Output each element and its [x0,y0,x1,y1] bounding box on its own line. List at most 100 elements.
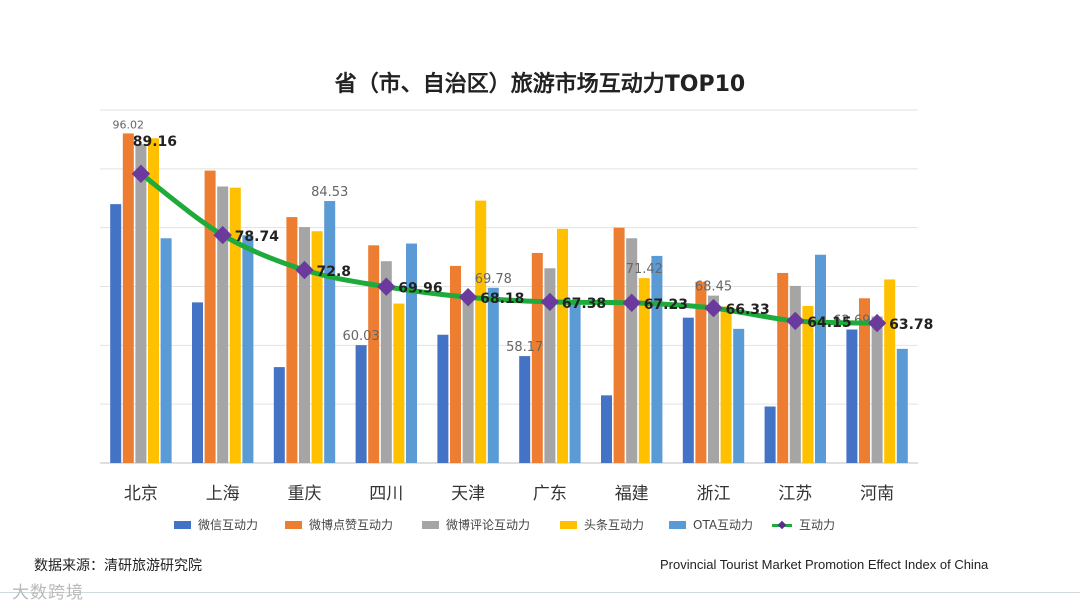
bar-weibo_comment-1 [217,186,229,463]
bar-toutiao-2 [311,231,323,463]
total-marker [540,292,560,312]
bar-toutiao-5 [557,228,568,463]
total-value-label: 64.15 [807,315,851,331]
legend-swatch-weibo-like [285,520,302,529]
legend-swatch-total [772,521,792,529]
data-source-note: 数据来源：清研旅游研究院 [34,558,202,574]
legend-item-ota[interactable]: OTA互动力 [669,516,753,533]
legend-item-wechat[interactable]: 微信互动力 [174,516,258,533]
bar-weibo_like-2 [286,217,298,463]
bar-weibo_like-0 [122,133,134,464]
bar-value-label: 60.03 [342,329,379,344]
legend-swatch-toutiao [560,520,577,529]
x-tick-label: 上海 [206,484,240,504]
x-tick-label: 天津 [451,484,485,504]
bar-wechat-6 [601,395,612,463]
bar-wechat-1 [192,302,203,463]
bar-weibo_like-3 [368,245,380,463]
bar-wechat-5 [519,356,531,463]
total-value-label: 72.8 [317,264,352,280]
bar-weibo_like-7 [695,281,707,463]
bar-wechat-4 [437,334,449,463]
bar-weibo_like-5 [531,252,543,463]
bar-weibo_comment-9 [871,316,883,463]
bar-value-label: 69.78 [475,272,512,287]
total-value-label: 69.96 [398,281,442,297]
bar-weibo_like-6 [613,227,625,463]
x-tick-label: 四川 [369,484,403,504]
bar-wechat-3 [355,345,367,463]
bar-weibo_like-1 [204,170,216,463]
legend-label-toutiao: 头条互动力 [584,518,645,532]
bar-ota-5 [569,301,581,463]
x-tick-label: 江苏 [778,484,812,504]
bar-toutiao-4 [475,200,487,463]
legend-item-weibo-comment[interactable]: 微博评论互动力 [422,516,530,533]
total-value-label: 67.38 [562,296,606,312]
bar-weibo_comment-7 [708,295,719,463]
bottom-divider [0,592,1080,593]
x-tick-label: 福建 [615,484,649,504]
bar-toutiao-1 [229,187,241,463]
english-caption: Provincial Tourist Market Promotion Effe… [660,557,989,572]
bar-value-label: 71.42 [626,262,663,277]
total-line [138,171,880,326]
total-marker [377,277,396,296]
bar-wechat-8 [764,406,776,463]
total-marker [213,225,232,245]
legend-item-weibo-like[interactable]: 微博点赞互动力 [285,516,393,533]
bar-ota-0 [160,238,172,463]
legend-item-total[interactable]: 互动力 [772,516,835,533]
x-tick-label: 北京 [124,484,158,504]
total-marker [786,311,805,331]
bar-toutiao-8 [802,305,814,463]
x-tick-label: 广东 [533,484,567,504]
bar-weibo_comment-8 [789,285,801,463]
legend-label-weibo-like: 微博点赞互动力 [309,518,394,532]
bar-value-label: 96.02 [113,118,145,131]
legend-label-total: 互动力 [799,518,836,532]
bar-toutiao-3 [393,303,405,463]
bar-ota-1 [242,235,254,463]
total-value-label: 66.33 [726,302,770,318]
legend-swatch-ota [669,520,686,529]
bar-weibo_comment-0 [135,144,147,463]
bar-weibo_comment-2 [299,227,310,463]
legend-item-toutiao[interactable]: 头条互动力 [560,516,644,533]
legend-label-weibo-comment: 微博评论互动力 [446,518,531,532]
x-tick-label: 浙江 [697,484,731,504]
bar-weibo_comment-3 [380,261,392,463]
bar-wechat-2 [273,367,285,463]
legend-swatch-wechat [174,520,191,529]
bar-weibo_like-9 [859,298,870,463]
bar-wechat-9 [846,329,858,463]
x-tick-label: 河南 [860,484,894,504]
bar-value-label: 58.17 [506,340,543,355]
bar-weibo_like-8 [777,272,789,463]
bar-wechat-7 [682,317,694,463]
bar-toutiao-0 [148,138,159,464]
bar-value-label: 84.53 [311,185,348,200]
total-marker [131,164,151,183]
total-value-label: 63.78 [889,317,933,333]
bar-ota-7 [733,328,745,463]
legend-label-ota: OTA互动力 [693,518,754,532]
legend-swatch-weibo-comment [422,520,439,529]
legend-label-wechat: 微信互动力 [198,518,259,532]
watermark-logo: 大数跨境 [12,583,84,603]
bar-ota-9 [896,348,908,463]
total-marker [622,293,641,312]
bar-weibo_like-4 [450,265,461,463]
bar-weibo_comment-6 [626,238,638,463]
total-marker [704,298,723,318]
bar-ota-4 [487,287,499,463]
x-tick-label: 重庆 [288,484,322,504]
chart-title: 省（市、自治区）旅游市场互动力TOP10 [334,72,746,97]
total-marker [295,260,314,280]
bar-weibo_comment-5 [544,268,556,463]
bar-ota-8 [815,254,826,463]
total-value-label: 89.16 [133,134,177,150]
bar-ota-6 [651,255,663,463]
chart-legend: 微信互动力 微博点赞互动力 微博评论互动力 头条互动力 OTA互动力 互动力 [0,516,1080,534]
